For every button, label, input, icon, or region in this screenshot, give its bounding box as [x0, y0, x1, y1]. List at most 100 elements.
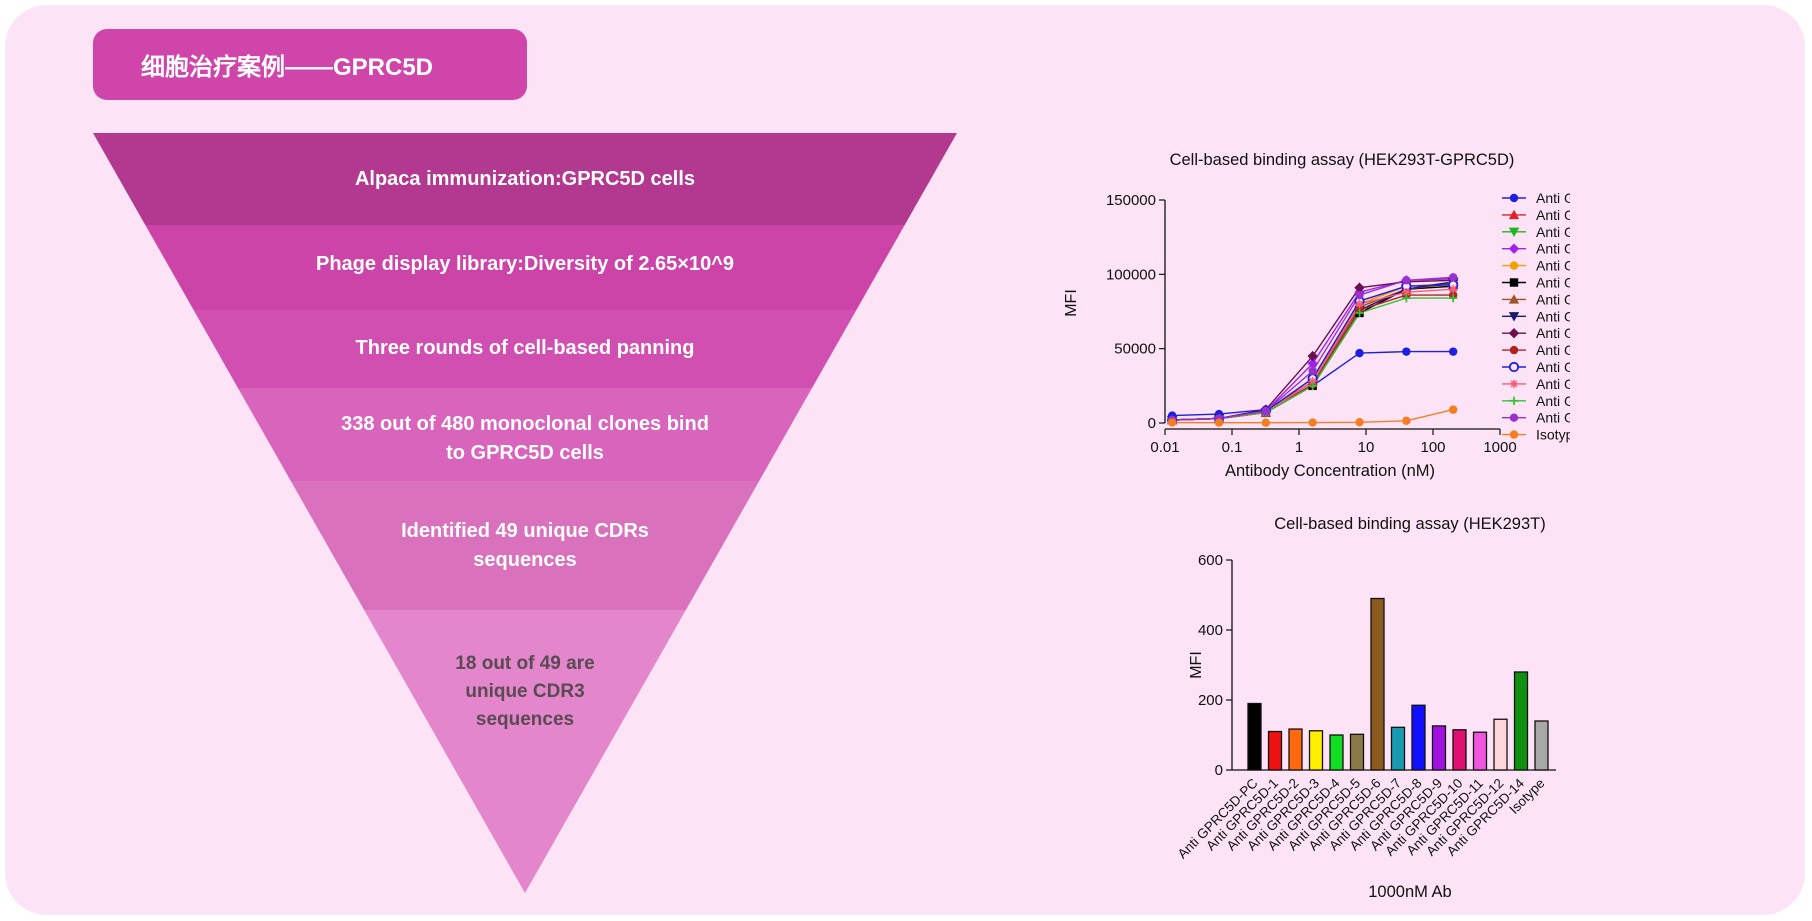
data-point — [1448, 405, 1458, 414]
data-point — [1355, 299, 1364, 309]
page-title-text: 细胞治疗案例——GPRC5D — [141, 54, 434, 81]
bar-chart-bars — [1247, 597, 1549, 771]
line-chart-y-label: MFI — [1063, 289, 1080, 317]
legend-marker — [1509, 278, 1519, 287]
bar — [1349, 733, 1365, 771]
funnel-level-4-text: to GPRC5D cells — [446, 442, 604, 464]
legend-marker — [1508, 243, 1520, 254]
legend-marker — [1508, 312, 1520, 322]
line-chart-y-tick-label: 0 — [1148, 415, 1156, 432]
data-point — [1214, 418, 1224, 427]
funnel-level-5-text: Identified 49 unique CDRs — [401, 520, 649, 542]
line-chart-x-tick-label: 0.01 — [1150, 439, 1179, 456]
page-title: 细胞治疗案例——GPRC5D — [93, 29, 527, 100]
line-chart-title: Cell-based binding assay (HEK293T-GPRC5D… — [1170, 151, 1515, 169]
bar — [1370, 597, 1385, 771]
funnel-level-5 — [290, 481, 760, 610]
bar — [1329, 734, 1344, 771]
bar — [1513, 671, 1529, 771]
funnel-level-6-text: sequences — [475, 709, 575, 730]
bar-chart-axes: 0 200 400 600 — [1198, 552, 1556, 779]
line-chart-x-tick-label: 10 — [1358, 439, 1375, 456]
bar-chart-y-tick-label: 600 — [1198, 552, 1223, 569]
series-line-9 — [1172, 279, 1454, 421]
funnel-level-3-text: Three rounds of cell-based panning — [355, 337, 695, 359]
line-chart-y-tick-label: 100000 — [1106, 266, 1156, 283]
data-point — [1402, 287, 1411, 297]
bar-chart-y-tick-label: 200 — [1198, 692, 1223, 709]
data-point — [1261, 406, 1271, 416]
line-chart-points — [1166, 273, 1459, 427]
legend-entry: Anti GPRC5D-4 — [1536, 258, 1570, 274]
legend-marker — [1508, 209, 1520, 220]
data-point — [1308, 418, 1317, 427]
funnel-level-1 — [93, 133, 957, 225]
data-point — [1448, 285, 1458, 294]
funnel-level-4-text: 338 out of 480 monoclonal clones bind — [341, 413, 709, 435]
legend-entry: Anti GPRC5D-1 — [1536, 207, 1570, 223]
data-point — [1355, 308, 1364, 318]
bar-chart: Cell-based binding assay (HEK293T) MFI 1… — [1175, 515, 1556, 901]
line-chart-x-tick-label: 1000 — [1483, 439, 1516, 456]
legend-marker — [1508, 227, 1520, 237]
legend-entry: Anti GPRC5D-12 — [1536, 393, 1570, 409]
legend-marker — [1509, 193, 1519, 203]
legend-entry: Anti GPRC5D-11 — [1536, 376, 1570, 392]
funnel-diagram — [93, 133, 957, 893]
legend-entry: Isotype — [1536, 427, 1570, 443]
bar-chart-y-label: MFI — [1188, 651, 1205, 679]
line-chart-y-tick-label: 150000 — [1106, 192, 1156, 209]
legend-marker — [1509, 261, 1519, 270]
line-chart-x-tick-label: 0.1 — [1222, 439, 1243, 456]
legend-entry: Anti GPRC5D-10 — [1536, 359, 1570, 375]
page-background: 细胞治疗案例——GPRC5D Alpaca immunization:GPRC5… — [5, 5, 1805, 915]
bar — [1247, 702, 1262, 771]
data-point — [1448, 273, 1458, 282]
bar-chart-x-label: 1000nM Ab — [1368, 883, 1451, 901]
line-chart-x-label: Antibody Concentration (nM) — [1225, 462, 1435, 480]
line-chart-axes: 0 50000 100000 150000 0.01 0.1 1 10 100 1000 — [1106, 192, 1517, 456]
data-point — [1307, 358, 1318, 369]
funnel-level-1-text: Alpaca immunization:GPRC5D cells — [354, 168, 696, 190]
data-point — [1308, 377, 1317, 386]
data-point — [1402, 347, 1411, 356]
legend-marker — [1509, 379, 1519, 389]
bar — [1267, 730, 1283, 771]
bar — [1534, 720, 1549, 771]
bar — [1390, 726, 1406, 771]
bar-chart-y-tick-label: 0 — [1215, 762, 1223, 779]
legend-marker — [1509, 396, 1519, 405]
line-chart-curves — [1172, 276, 1454, 424]
line-chart-y-tick-label: 50000 — [1114, 341, 1156, 358]
legend-marker — [1509, 345, 1519, 355]
funnel-level-2 — [145, 225, 905, 310]
line-chart-x-tick-label: 100 — [1420, 439, 1445, 456]
legend-marker — [1508, 361, 1520, 373]
bar — [1288, 728, 1303, 771]
legend-entry: Anti GPRC5D-9 — [1536, 342, 1570, 358]
series-line-4 — [1172, 278, 1454, 421]
funnel-level-6-text: unique CDR3 — [465, 681, 585, 702]
data-point — [1448, 347, 1458, 356]
funnel-bands — [93, 133, 957, 893]
funnel-level-6-text: 18 out of 49 are — [455, 653, 595, 674]
data-point — [1402, 276, 1411, 285]
bar — [1431, 725, 1447, 771]
legend-entry: Anti GPRC5D-PC — [1536, 190, 1570, 206]
bar — [1308, 730, 1324, 771]
data-point — [1355, 348, 1364, 358]
legend-entry: Anti GPRC5D-8 — [1536, 325, 1570, 341]
data-point — [1402, 416, 1411, 425]
data-point — [1448, 293, 1458, 303]
legend-entry: Anti GPRC5D-3 — [1536, 241, 1570, 257]
data-point — [1261, 418, 1271, 427]
legend-marker — [1508, 294, 1520, 304]
funnel-level-3 — [193, 310, 857, 388]
legend-entry: Anti GPRC5D-6 — [1536, 291, 1570, 307]
line-chart-x-tick-label: 1 — [1295, 439, 1303, 456]
data-point — [1167, 418, 1177, 427]
legend-entry: Anti GPRC5D-14 — [1536, 410, 1570, 426]
data-point — [1355, 418, 1364, 427]
